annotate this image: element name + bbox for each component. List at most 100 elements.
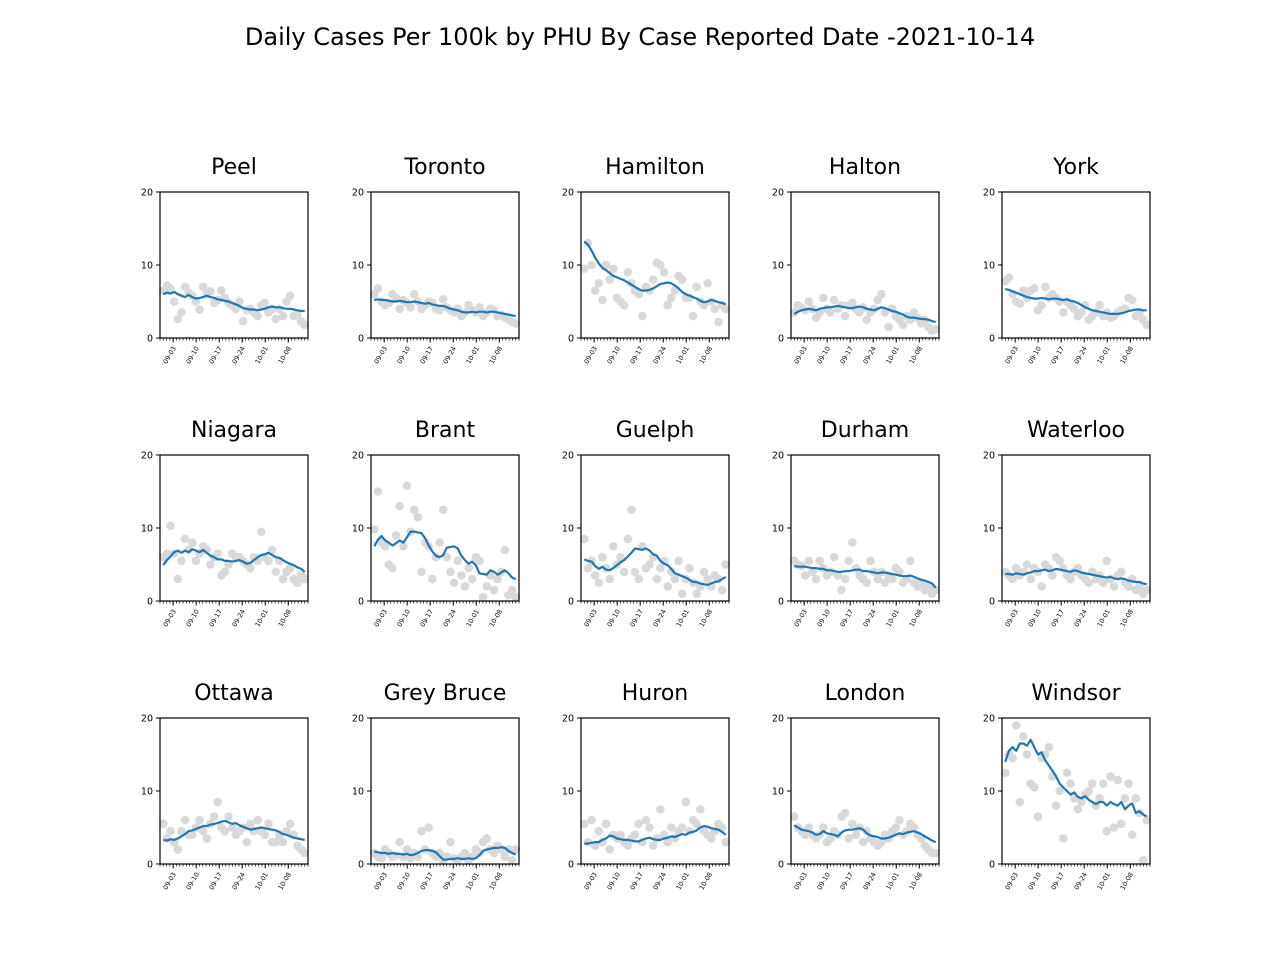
daily-point <box>1102 556 1112 566</box>
daily-point <box>706 297 716 306</box>
daily-point <box>1109 582 1119 591</box>
panel-title: Hamilton <box>605 155 705 180</box>
daily-point <box>507 856 517 865</box>
daily-point <box>898 320 908 330</box>
daily-point <box>1120 794 1130 803</box>
daily-point <box>641 815 651 825</box>
daily-point <box>457 571 466 580</box>
y-tick-label: 10 <box>562 261 574 272</box>
daily-point <box>677 275 687 284</box>
daily-point <box>608 541 618 551</box>
daily-point <box>692 819 702 829</box>
x-tick-label: 09-17 <box>839 345 855 365</box>
daily-point <box>278 837 288 847</box>
daily-point <box>442 552 452 562</box>
x-tick-label: 09-10 <box>816 345 832 365</box>
average-line <box>1005 288 1147 315</box>
daily-point <box>840 311 850 321</box>
daily-point <box>169 297 179 306</box>
x-tick-label: 10-01 <box>465 871 481 891</box>
average-line <box>583 547 727 587</box>
daily-point <box>656 563 665 573</box>
daily-point <box>271 567 281 577</box>
x-tick-label: 10-08 <box>488 608 504 628</box>
x-tick-label: 09-10 <box>185 871 201 891</box>
daily-point <box>619 300 629 310</box>
panel-title: Durham <box>821 418 909 443</box>
daily-point <box>605 845 614 854</box>
daily-point <box>507 585 517 595</box>
daily-point <box>224 812 233 821</box>
x-tick-label: 09-24 <box>231 871 247 891</box>
daily-point <box>213 549 222 558</box>
daily-point <box>293 310 302 319</box>
panel-title: Ottawa <box>194 681 274 706</box>
daily-point <box>931 324 941 334</box>
x-tick-label: 10-08 <box>698 608 714 628</box>
daily-point <box>300 848 310 858</box>
daily-point <box>220 826 230 836</box>
y-tick-label: 20 <box>352 451 364 462</box>
daily-point <box>511 593 521 602</box>
x-tick-label: 10-01 <box>885 871 901 891</box>
daily-point <box>388 563 397 573</box>
daily-point <box>818 823 828 832</box>
daily-point <box>293 578 302 588</box>
y-tick-label: 20 <box>141 714 153 725</box>
daily-point <box>706 834 716 843</box>
daily-point <box>924 582 933 591</box>
x-tick-label: 09-10 <box>396 345 412 365</box>
daily-point <box>1127 830 1137 840</box>
daily-point <box>1109 823 1119 832</box>
y-tick-label: 20 <box>772 188 784 199</box>
daily-point <box>800 571 810 580</box>
daily-point <box>877 837 886 847</box>
y-tick-label: 20 <box>562 188 574 199</box>
average-line <box>793 824 937 844</box>
panel-york: York 0 10 20 09-03 09-10 09-17 09-24 10-01 10-08 <box>983 155 1152 365</box>
daily-point <box>428 574 437 584</box>
x-tick-label: 09-03 <box>793 871 809 891</box>
daily-point <box>880 308 890 317</box>
daily-point <box>667 293 676 303</box>
daily-point <box>895 815 904 825</box>
daily-point <box>242 837 251 847</box>
daily-point <box>253 311 262 321</box>
daily-point <box>209 812 219 821</box>
daily-point <box>685 563 694 573</box>
x-tick-label: 09-24 <box>1073 345 1089 365</box>
x-tick-label: 09-03 <box>373 345 389 365</box>
daily-point <box>500 545 510 555</box>
daily-point <box>446 567 455 577</box>
daily-point <box>1117 567 1126 577</box>
daily-point <box>285 819 295 829</box>
daily-point <box>391 531 401 540</box>
x-tick-label: 09-10 <box>606 608 622 628</box>
daily-point <box>594 578 604 588</box>
x-tick-label: 09-24 <box>652 345 668 365</box>
average-line <box>584 824 727 845</box>
daily-point <box>449 578 459 588</box>
y-tick-label: 0 <box>568 597 574 608</box>
daily-point <box>1127 295 1137 305</box>
daily-point <box>1113 775 1123 785</box>
daily-point <box>253 815 262 825</box>
daily-point <box>858 837 868 847</box>
y-tick-label: 10 <box>352 261 364 272</box>
x-tick-label: 09-03 <box>583 345 599 365</box>
daily-point <box>300 320 310 330</box>
daily-point <box>696 804 705 814</box>
x-tick-label: 10-01 <box>675 608 691 628</box>
x-tick-label: 10-01 <box>885 345 901 365</box>
daily-point <box>1106 772 1115 781</box>
x-tick-label: 09-03 <box>793 345 809 365</box>
daily-point <box>1029 783 1039 792</box>
x-tick-label: 09-24 <box>442 345 458 365</box>
daily-point <box>217 286 226 295</box>
daily-point <box>198 282 208 292</box>
daily-point <box>1077 797 1086 807</box>
x-tick-label: 09-17 <box>629 871 645 891</box>
daily-point <box>460 848 470 858</box>
daily-point <box>605 275 614 284</box>
daily-point <box>177 308 186 317</box>
